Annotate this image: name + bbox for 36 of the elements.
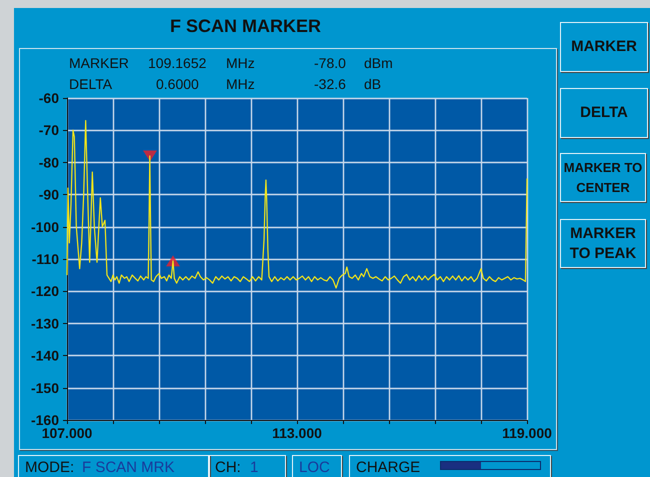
text: 1 (250, 459, 258, 476)
text: -78.0 (314, 55, 346, 71)
y-tick-label: -130 (30, 315, 60, 332)
chart-title: F SCAN MARKER (170, 16, 321, 37)
text: LOC (299, 459, 330, 476)
text: DELTA (69, 76, 112, 92)
text: MODE: (25, 459, 74, 476)
text: MHz (226, 76, 255, 92)
y-tick-label: -80 (38, 154, 60, 170)
text: 0.6000 (156, 76, 199, 92)
y-tick-label: -60 (38, 90, 60, 106)
x-tick-label: 107.000 (42, 425, 93, 441)
text: F SCAN MRK (82, 459, 175, 476)
text: 109.1652 (148, 55, 206, 71)
text: MHz (226, 55, 255, 71)
y-tick-label: -90 (38, 186, 60, 203)
y-tick-label: -70 (38, 122, 60, 138)
y-tick-label: -120 (30, 283, 60, 300)
x-tick-label: 113.000 (272, 425, 322, 441)
text: CH: (215, 459, 241, 476)
button[interactable]: MARKER (560, 22, 648, 72)
x-tick-label: 119.000 (502, 425, 552, 441)
y-tick-label: -140 (30, 348, 60, 364)
line-series (66, 120, 528, 289)
text: MARKER (69, 55, 129, 71)
text: dBm (364, 55, 393, 71)
text: -32.6 (314, 76, 346, 92)
button[interactable]: DELTA (560, 88, 648, 138)
text: CHARGE (356, 459, 420, 476)
button[interactable]: MARKER TO CENTER (560, 153, 646, 202)
button[interactable]: MARKER TO PEAK (560, 219, 646, 268)
y-tick-label: -160 (30, 412, 60, 428)
y-tick-label: -100 (30, 218, 60, 235)
text: dB (364, 76, 382, 92)
y-tick-label: -110 (32, 251, 60, 267)
y-tick-label: -150 (30, 380, 60, 396)
